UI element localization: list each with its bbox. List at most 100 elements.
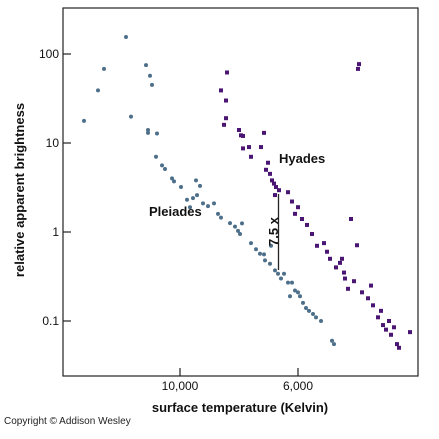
hyades-point (395, 342, 399, 347)
x-tick-label: 10,000 (162, 379, 199, 393)
hyades-point (249, 154, 253, 159)
pleiades-point (298, 294, 302, 299)
pleiades-point (293, 288, 297, 293)
pleiades-point (254, 247, 258, 252)
y-tick-label: 100 (39, 47, 59, 61)
pleiades-point (124, 35, 128, 40)
x-tick-label: 6,000 (283, 379, 313, 393)
hyades-point (259, 145, 263, 150)
hyades-point (387, 319, 391, 323)
hyades-point (305, 222, 309, 227)
pleiades-point (240, 221, 244, 226)
pleiades-point (268, 261, 272, 266)
hyades-label: Hyades (279, 151, 325, 166)
hyades-point (338, 260, 342, 265)
hyades-point (334, 265, 338, 270)
hyades-point (262, 130, 266, 135)
hyades-point (325, 249, 329, 254)
pleiades-point (82, 118, 86, 123)
pleiades-point (194, 178, 198, 183)
pleiades-point (146, 130, 150, 135)
pleiades-point (314, 315, 318, 320)
pleiades-point (288, 294, 292, 299)
pleiades-point (155, 131, 159, 136)
hyades-point (328, 256, 332, 261)
pleiades-point (228, 221, 232, 226)
pleiades-point (212, 201, 216, 206)
x-axis: 10,000 6,000 (162, 368, 313, 393)
pleiades-point (179, 185, 183, 190)
hyades-point (241, 133, 245, 138)
hyades-point (397, 345, 401, 350)
pleiades-point (201, 201, 205, 206)
hyades-point (376, 315, 380, 320)
hyades-point (290, 199, 294, 204)
pleiades-point (311, 311, 315, 316)
hyades-point (408, 330, 412, 335)
pleiades-point (146, 127, 150, 132)
copyright-notice: Copyright © Addison Wesley (4, 416, 131, 427)
hyades-point (300, 216, 304, 221)
pleiades-point (236, 228, 240, 233)
pleiades-point (282, 271, 286, 276)
hyades-point (237, 127, 241, 132)
pleiades-point (185, 197, 189, 202)
hyades-point (224, 98, 228, 103)
pleiades-point (102, 66, 106, 71)
pleiades-point (238, 231, 242, 236)
hyades-point (379, 308, 383, 313)
pleiades-point (263, 258, 267, 263)
hyades-point (219, 88, 223, 93)
pleiades-point (96, 88, 100, 93)
hyades-point (315, 243, 319, 248)
hyades-point (355, 243, 359, 248)
hyades-point (340, 256, 344, 261)
pleiades-label: Pleiades (149, 204, 202, 219)
pleiades-point (307, 308, 311, 313)
pleiades-point (262, 252, 266, 257)
hyades-point (272, 181, 276, 186)
pleiades-point (330, 338, 334, 343)
hyades-point (342, 270, 346, 275)
hyades-point (310, 231, 314, 236)
hyades-point (392, 325, 396, 330)
pleiades-point (154, 154, 158, 159)
pleiades-point (150, 82, 154, 87)
hyades-point (381, 323, 385, 328)
hyades-point (273, 193, 277, 198)
hyades-point (352, 279, 356, 284)
plot-frame (62, 7, 419, 377)
data-points (82, 35, 412, 350)
y-axis: 100 10 1 0.1 (39, 47, 71, 328)
pleiades-point (216, 211, 220, 216)
pleiades-point (233, 224, 237, 229)
hyades-point (369, 283, 373, 288)
hyades-point (222, 122, 226, 127)
pleiades-point (163, 167, 167, 172)
y-tick-label: 1 (52, 225, 59, 239)
hyades-point (322, 241, 326, 246)
hyades-point (241, 146, 245, 151)
pleiades-point (198, 183, 202, 188)
hyades-point (274, 185, 278, 190)
brightness-ratio-label: 7.5 x (266, 216, 281, 246)
pleiades-point (219, 215, 223, 220)
hyades-point (389, 332, 393, 337)
hyades-point (247, 145, 251, 150)
pleiades-point (188, 205, 192, 210)
pleiades-point (296, 290, 300, 295)
hyades-point (293, 211, 297, 216)
hyades-point (286, 190, 290, 195)
pleiades-point (286, 280, 290, 285)
hyades-point (264, 167, 268, 172)
hyades-point (225, 70, 229, 75)
y-tick-label: 0.1 (42, 314, 59, 328)
pleiades-point (249, 241, 253, 246)
y-axis-title: relative apparent brightness (12, 103, 27, 277)
pleiades-point (170, 176, 174, 181)
pleiades-point (319, 319, 323, 323)
pleiades-point (195, 193, 199, 198)
pleiades-point (172, 179, 176, 184)
pleiades-point (290, 280, 294, 285)
